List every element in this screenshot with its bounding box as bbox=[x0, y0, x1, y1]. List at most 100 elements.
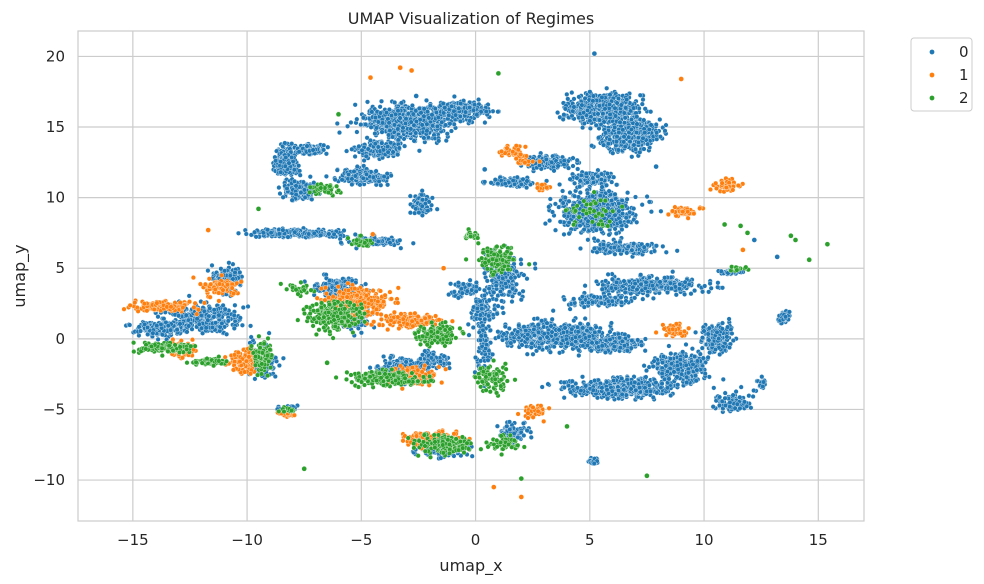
data-point bbox=[614, 134, 620, 140]
data-point bbox=[409, 103, 415, 108]
data-point bbox=[585, 190, 591, 196]
data-point bbox=[482, 179, 488, 185]
data-point bbox=[310, 147, 316, 153]
data-point bbox=[546, 204, 552, 210]
data-point bbox=[403, 116, 409, 122]
data-point bbox=[602, 106, 608, 112]
data-point bbox=[407, 193, 413, 199]
data-point bbox=[624, 97, 630, 103]
data-point bbox=[631, 206, 637, 212]
data-point bbox=[309, 196, 315, 202]
data-point bbox=[297, 168, 303, 174]
data-point bbox=[622, 120, 627, 126]
data-point bbox=[585, 107, 590, 113]
data-point bbox=[410, 111, 416, 117]
data-point bbox=[453, 112, 459, 118]
data-point bbox=[359, 147, 365, 153]
data-point bbox=[623, 105, 629, 111]
data-point bbox=[334, 121, 340, 126]
data-point bbox=[621, 139, 627, 145]
data-point bbox=[364, 171, 369, 177]
data-point bbox=[419, 203, 425, 209]
data-point bbox=[621, 134, 627, 140]
data-point bbox=[388, 140, 394, 146]
data-point bbox=[273, 158, 279, 164]
data-point bbox=[593, 227, 599, 233]
data-point bbox=[369, 109, 375, 115]
data-point bbox=[379, 140, 385, 146]
data-point bbox=[236, 230, 241, 236]
data-point bbox=[524, 178, 530, 184]
data-point bbox=[612, 105, 618, 111]
data-point bbox=[341, 228, 347, 233]
data-point bbox=[260, 230, 266, 236]
data-point bbox=[635, 139, 641, 145]
data-point bbox=[442, 105, 448, 111]
data-point bbox=[617, 219, 623, 225]
data-point bbox=[587, 118, 593, 124]
data-point bbox=[337, 130, 342, 136]
data-point bbox=[604, 85, 610, 91]
data-point bbox=[476, 97, 482, 103]
data-point bbox=[555, 163, 561, 169]
data-point bbox=[300, 179, 306, 185]
data-point bbox=[419, 212, 425, 218]
data-point bbox=[561, 162, 567, 168]
data-point bbox=[613, 113, 618, 119]
data-point bbox=[444, 131, 450, 137]
data-point bbox=[605, 141, 611, 147]
data-point bbox=[434, 206, 440, 212]
data-point bbox=[280, 227, 286, 233]
data-point bbox=[569, 90, 575, 96]
data-point bbox=[564, 91, 570, 97]
data-point bbox=[589, 143, 595, 149]
data-point bbox=[338, 240, 344, 246]
data-point bbox=[413, 130, 419, 136]
data-point bbox=[397, 237, 403, 243]
data-point bbox=[642, 106, 648, 112]
data-point bbox=[467, 105, 473, 110]
data-point bbox=[616, 208, 622, 214]
data-point bbox=[629, 116, 634, 122]
data-point bbox=[356, 143, 362, 149]
data-point bbox=[570, 108, 576, 114]
data-point bbox=[284, 186, 290, 191]
data-point bbox=[307, 174, 313, 180]
data-point bbox=[565, 96, 571, 102]
data-point bbox=[395, 137, 401, 143]
data-point bbox=[560, 116, 566, 122]
data-point bbox=[380, 147, 386, 153]
data-point bbox=[407, 210, 413, 216]
data-point bbox=[397, 115, 403, 121]
data-point bbox=[553, 227, 558, 233]
data-point bbox=[360, 175, 366, 181]
data-point bbox=[448, 128, 454, 134]
data-point bbox=[297, 172, 303, 178]
data-point bbox=[619, 227, 625, 232]
data-point bbox=[633, 194, 638, 200]
data-point bbox=[451, 94, 457, 99]
data-point bbox=[591, 117, 597, 122]
data-point bbox=[368, 124, 374, 130]
data-point bbox=[566, 220, 572, 226]
data-point bbox=[282, 163, 288, 169]
data-point bbox=[609, 179, 615, 185]
data-point bbox=[381, 174, 387, 180]
data-point bbox=[641, 146, 647, 152]
data-point bbox=[390, 149, 396, 155]
data-point bbox=[253, 234, 259, 240]
data-point bbox=[616, 130, 622, 135]
data-point bbox=[610, 150, 616, 156]
data-point bbox=[577, 178, 583, 184]
data-point bbox=[378, 110, 383, 116]
data-point bbox=[622, 115, 628, 121]
data-point bbox=[280, 194, 286, 200]
data-point bbox=[289, 197, 295, 203]
data-point bbox=[379, 129, 385, 135]
data-point bbox=[296, 149, 302, 155]
data-point bbox=[370, 174, 376, 180]
data-point bbox=[580, 125, 586, 131]
data-point bbox=[644, 194, 650, 200]
data-point bbox=[585, 218, 591, 224]
data-point bbox=[373, 168, 379, 174]
